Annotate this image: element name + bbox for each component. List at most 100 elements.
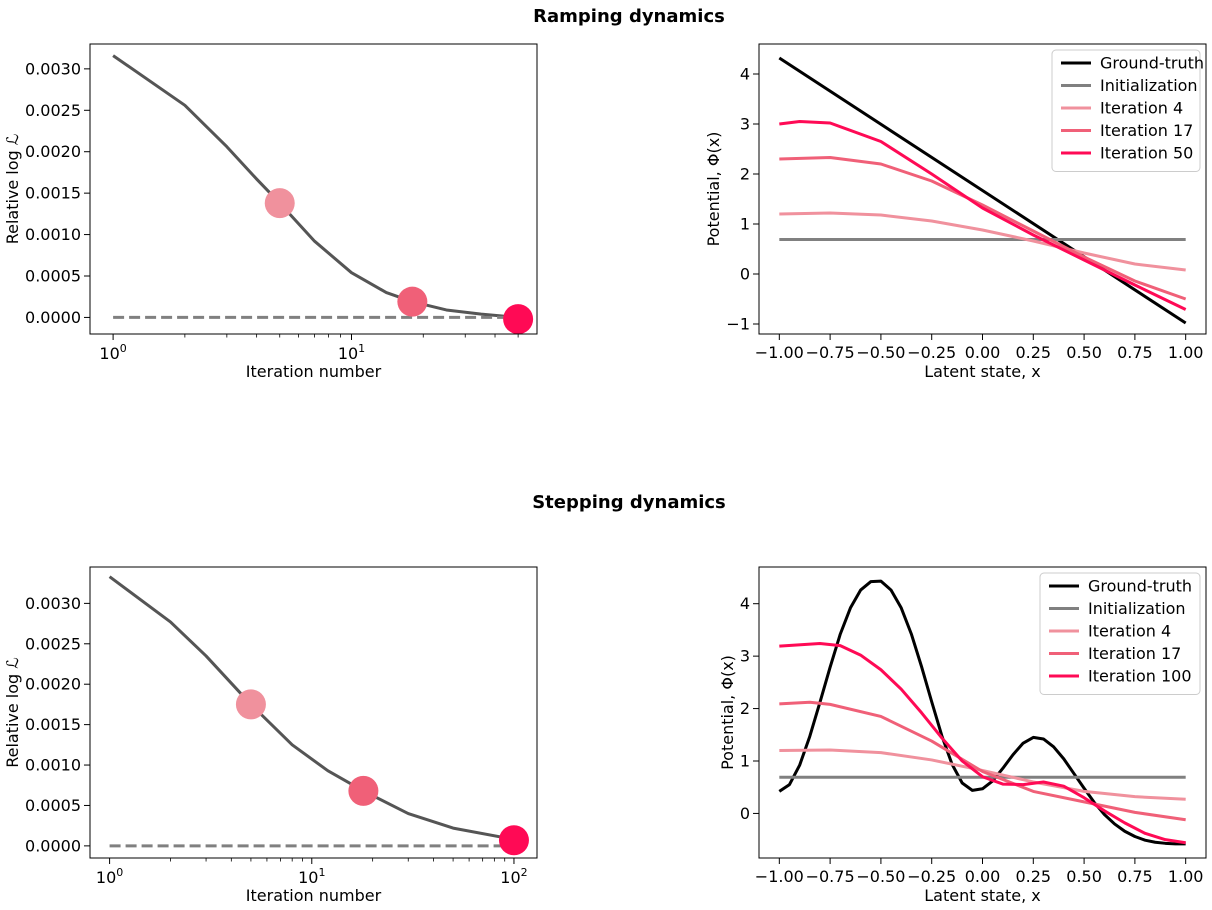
series-line-ground-truth <box>778 579 1186 846</box>
x-tick-label: −0.25 <box>907 867 956 886</box>
iteration-marker <box>264 188 295 219</box>
x-tick-exponent: 1 <box>358 342 365 355</box>
plot-frame <box>89 43 538 335</box>
x-tick-exponent: 0 <box>120 342 127 355</box>
y-tick-label: 0.0015 <box>25 715 81 734</box>
x-axis-label: Latent state, x <box>924 362 1041 381</box>
y-tick-label: 4 <box>740 594 750 613</box>
x-tick-label: 0.50 <box>1066 867 1102 886</box>
x-tick-base: 10 <box>338 344 358 363</box>
y-tick-label: 1 <box>740 215 750 234</box>
x-tick-label: −0.75 <box>806 867 855 886</box>
y-tick-label: 1 <box>740 752 750 771</box>
y-tick-label: 0 <box>740 804 750 823</box>
chart-ramp-potential: −1.00 −0.75 −0.50 −0.25 0.00 0.25 0.50 0.75 1.00… <box>704 43 1207 381</box>
series-line-curve-0 <box>112 54 519 319</box>
series-line-iteration-4 <box>779 748 1186 801</box>
x-tick-label: 0.25 <box>1015 867 1051 886</box>
iteration-marker <box>235 689 266 720</box>
x-tick-label: 101 <box>338 342 365 363</box>
y-tick-label: 0.0005 <box>25 796 81 815</box>
x-tick-label: −1.00 <box>755 343 804 362</box>
iteration-marker <box>498 825 529 856</box>
y-tick-label: 0 <box>740 265 750 284</box>
legend-label: Initialization <box>1100 76 1198 95</box>
x-axis-label: Iteration number <box>246 886 382 905</box>
iteration-marker <box>348 775 379 806</box>
series-line-ground-truth <box>778 56 1187 325</box>
plot-frame <box>89 566 538 859</box>
series-line-iteration-50 <box>779 120 1187 311</box>
iteration-marker <box>397 286 428 317</box>
section-title-stepping: Stepping dynamics <box>532 492 726 513</box>
x-tick-base: 10 <box>96 868 116 887</box>
y-axis-label: Potential, Φ(x) <box>704 132 723 247</box>
series-line-iteration-17 <box>779 156 1187 301</box>
y-tick-label: 0.0015 <box>25 184 81 203</box>
x-tick-label: 100 <box>99 342 126 363</box>
x-tick-label: 101 <box>298 866 325 887</box>
y-tick-label: 0.0000 <box>25 836 81 855</box>
x-tick-label: 1.00 <box>1168 867 1204 886</box>
legend-label: Iteration 100 <box>1088 667 1192 686</box>
x-axis-label: Iteration number <box>246 362 382 381</box>
legend: Ground-truth Initialization Iteration 4 Ite… <box>1039 572 1201 695</box>
y-tick-label: 0.0025 <box>25 634 81 653</box>
x-tick-base: 10 <box>99 344 119 363</box>
x-tick-base: 10 <box>500 868 520 887</box>
x-tick-label: 0.00 <box>965 867 1001 886</box>
y-axis-label: Potential, Φ(x) <box>718 655 737 770</box>
x-tick-label: −0.25 <box>907 343 956 362</box>
series-line-curve-0 <box>108 575 515 841</box>
x-tick-base: 10 <box>298 868 318 887</box>
section-title-ramping: Ramping dynamics <box>533 6 725 27</box>
legend-label: Iteration 17 <box>1100 121 1193 140</box>
y-axis-label: Relative log ℒ <box>3 134 22 245</box>
x-tick-label: 0.75 <box>1117 867 1153 886</box>
x-tick-label: 1.00 <box>1168 343 1204 362</box>
chart-step-loss: 100 101 1020.00000.00050.00100.00150.00200… <box>3 566 538 905</box>
legend-label: Ground-truth <box>1100 54 1204 73</box>
x-tick-label: −0.50 <box>856 343 905 362</box>
x-tick-label: −0.50 <box>856 867 905 886</box>
y-tick-label: 4 <box>740 65 750 84</box>
x-tick-label: 0.00 <box>965 343 1001 362</box>
legend-label: Iteration 4 <box>1088 622 1171 641</box>
y-tick-label: 0.0025 <box>25 101 81 120</box>
y-tick-label: 0.0020 <box>25 675 81 694</box>
x-tick-label: 102 <box>500 866 527 887</box>
legend-label: Iteration 17 <box>1088 644 1181 663</box>
legend-label: Initialization <box>1088 599 1186 618</box>
x-tick-exponent: 2 <box>521 866 528 879</box>
x-tick-label: 0.75 <box>1117 343 1153 362</box>
x-tick-label: −1.00 <box>755 867 804 886</box>
x-axis-label: Latent state, x <box>924 886 1041 905</box>
legend-label: Ground-truth <box>1088 577 1192 596</box>
series-line-iteration-4 <box>779 211 1186 272</box>
legend: Ground-truth Initialization Iteration 4 Ite… <box>1051 49 1204 172</box>
y-tick-label: 0.0020 <box>25 142 81 161</box>
x-tick-label: 0.50 <box>1066 343 1102 362</box>
y-tick-label: 2 <box>740 699 750 718</box>
y-tick-label: 3 <box>740 115 750 134</box>
legend-label: Iteration 50 <box>1100 144 1193 163</box>
chart-step-potential: −1.00 −0.75 −0.50 −0.25 0.00 0.25 0.50 0.75 1.00… <box>718 566 1207 905</box>
x-tick-exponent: 1 <box>318 866 325 879</box>
legend-frame <box>1051 49 1201 172</box>
series-line-iteration-17 <box>779 700 1186 822</box>
legend-frame <box>1039 572 1201 695</box>
y-axis-label: Relative log ℒ <box>3 657 22 768</box>
x-tick-label: 0.25 <box>1015 343 1051 362</box>
series-line-iteration-100 <box>779 642 1186 845</box>
x-tick-label: 100 <box>96 866 123 887</box>
y-tick-label: 3 <box>740 647 750 666</box>
chart-ramp-loss: 100 1010.00000.00050.00100.00150.00200.00… <box>3 43 538 381</box>
y-tick-label: 0.0030 <box>25 594 81 613</box>
y-tick-label: 0.0000 <box>25 308 81 327</box>
y-tick-label: 0.0010 <box>25 756 81 775</box>
y-tick-label: 0.0030 <box>25 59 81 78</box>
x-tick-exponent: 0 <box>116 866 123 879</box>
legend-label: Iteration 4 <box>1100 99 1183 118</box>
y-tick-label: 0.0010 <box>25 225 81 244</box>
